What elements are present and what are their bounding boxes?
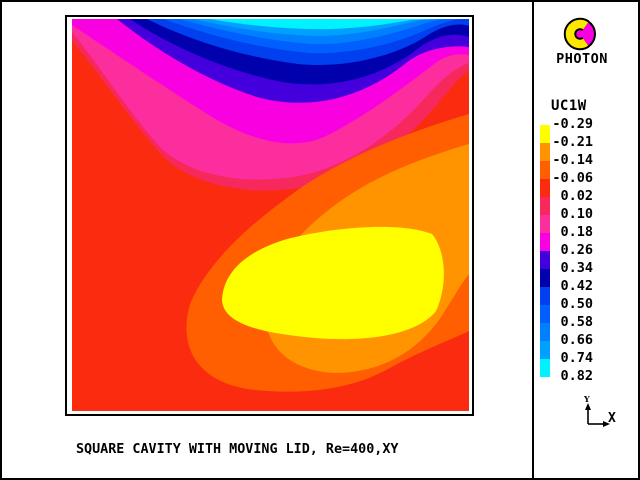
- plot-title: SQUARE CAVITY WITH MOVING LID, Re=400,XY: [76, 442, 399, 457]
- legend-level-label: 0.26: [560, 242, 593, 258]
- legend-rows: -0.29 -0.21 -0.14 -0.06 0.02 0.10 0.18 0.26 0.34…: [540, 116, 596, 388]
- legend-color-swatch: [540, 251, 550, 269]
- logo-c-ring: [565, 19, 589, 49]
- panel-divider: [532, 2, 534, 478]
- legend-level-label: -0.21: [552, 134, 593, 150]
- legend-color-swatch: [540, 125, 550, 143]
- plot-frame: [65, 15, 474, 416]
- x-axis-arrowhead-icon: [603, 421, 610, 427]
- legend-color-swatch: [540, 269, 550, 287]
- y-axis-arrowhead-icon: [585, 403, 591, 410]
- x-axis-label: X: [608, 411, 616, 426]
- legend-color-swatch: [540, 233, 550, 251]
- legend-color-swatch: [540, 359, 550, 377]
- legend-level-label: 0.82: [560, 368, 593, 384]
- legend-level-label: 0.18: [560, 224, 593, 240]
- legend-color-swatch: [540, 197, 550, 215]
- legend-level-label: -0.06: [552, 170, 593, 186]
- legend-color-swatch: [540, 143, 550, 161]
- photon-logo-label: PHOTON: [556, 51, 608, 67]
- contour-plot[interactable]: [72, 19, 469, 411]
- legend-level-label: 0.50: [560, 296, 593, 312]
- y-axis-label: Y: [584, 394, 590, 404]
- legend-level-label: -0.29: [552, 116, 593, 132]
- legend-color-swatch: [540, 287, 550, 305]
- legend-level-label: 0.66: [560, 332, 593, 348]
- legend-variable-label: UC1W: [551, 98, 587, 114]
- legend-level-label: 0.02: [560, 188, 593, 204]
- contour-band-cyan: [210, 19, 433, 30]
- legend-color-swatch: [540, 161, 550, 179]
- legend-level-label: -0.14: [552, 152, 593, 168]
- legend-color-swatch: [540, 179, 550, 197]
- legend-color-swatch: [540, 341, 550, 359]
- legend-color-swatch: [540, 323, 550, 341]
- axis-arrows-icon: [585, 403, 610, 427]
- legend-level-label: 0.10: [560, 206, 593, 222]
- legend-level-label: 0.74: [560, 350, 593, 366]
- legend-level-label: 0.34: [560, 260, 593, 276]
- contour-band-yellow-core: [222, 226, 444, 340]
- legend-level-label: 0.42: [560, 278, 593, 294]
- legend-color-swatch: [540, 215, 550, 233]
- legend-color-swatch: [540, 305, 550, 323]
- legend-level-label: 0.58: [560, 314, 593, 330]
- photon-logo-icon: [563, 17, 596, 51]
